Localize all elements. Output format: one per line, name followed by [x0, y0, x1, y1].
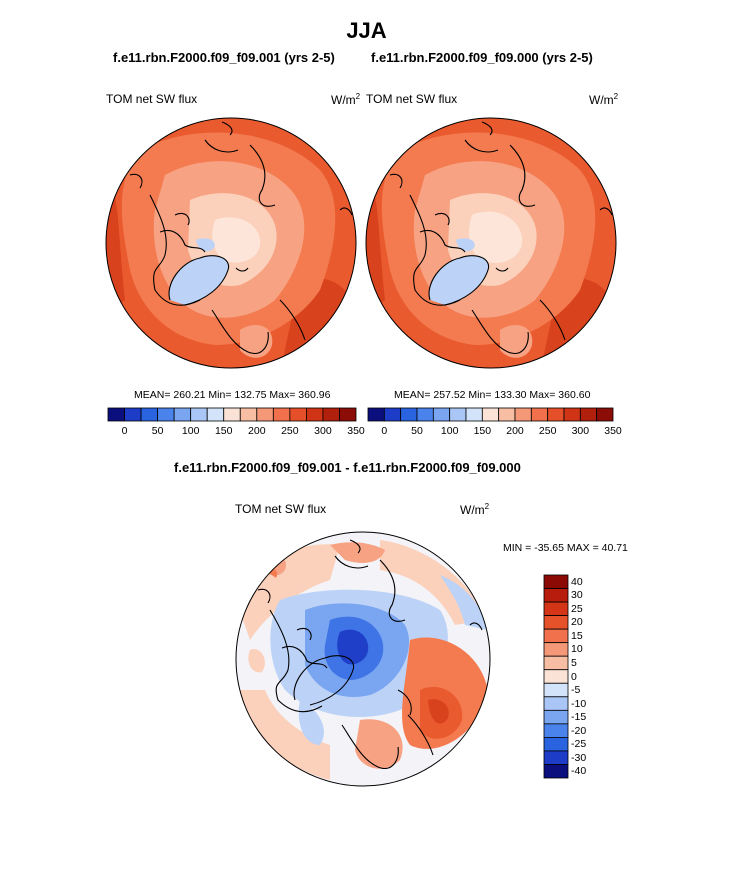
- right-colorbar-box: [432, 407, 451, 422]
- diff-colorbar-box: [543, 655, 569, 671]
- right-colorbar-box: [514, 407, 532, 422]
- right-colorbar-tick-label: 200: [506, 425, 524, 437]
- right-colorbar: [367, 407, 614, 422]
- right-colorbar-box: [367, 407, 385, 422]
- left-colorbar-tick-label: 200: [248, 425, 266, 437]
- diff-colorbar-box: [543, 696, 569, 711]
- left-colorbar-box: [107, 407, 125, 422]
- right-colorbar-box: [563, 407, 581, 422]
- diff-polar-map: [236, 532, 490, 786]
- left-colorbar-box: [339, 407, 357, 422]
- diff-colorbar-tick-label: 0: [571, 670, 577, 683]
- right-colorbar-tick-label: 50: [411, 425, 423, 437]
- diff-colorbar-tick-label: 25: [571, 602, 583, 615]
- left-colorbar-tick-label: 100: [181, 425, 200, 437]
- diff-colorbar-tick-label: 10: [571, 643, 583, 656]
- right-colorbar-box: [596, 407, 614, 422]
- left-units-label: W/m2: [331, 92, 361, 107]
- right-colorbar-box: [400, 407, 418, 422]
- right-colorbar-box: [547, 407, 565, 422]
- left-colorbar-box: [256, 407, 274, 422]
- left-colorbar-box: [157, 407, 175, 422]
- left-colorbar: [107, 407, 357, 422]
- diff-colorbar-box: [543, 628, 569, 644]
- diff-colorbar-tick-label: 40: [571, 575, 583, 588]
- right-colorbar-box: [465, 407, 483, 422]
- diff-colorbar-box: [543, 764, 569, 779]
- diff-colorbar-box: [543, 750, 569, 765]
- right-variable-label: TOM net SW flux: [366, 92, 458, 106]
- diff-colorbar-box: [543, 682, 569, 698]
- left-colorbar-box: [124, 407, 142, 422]
- diff-colorbar-box: [543, 723, 569, 738]
- left-colorbar-box: [289, 407, 307, 422]
- right-colorbar-tick-label: 0: [381, 425, 388, 437]
- left-colorbar-tick-label: 150: [214, 425, 233, 437]
- left-colorbar-box: [272, 407, 291, 422]
- left-variable-label: TOM net SW flux: [106, 92, 198, 106]
- diff-colorbar: [543, 574, 569, 779]
- diff-colorbar-tick-label: -30: [571, 751, 587, 764]
- right-colorbar-tick-label: 100: [440, 425, 459, 437]
- right-colorbar-tick-label: 350: [604, 425, 622, 437]
- left-colorbar-tick-label: 300: [314, 425, 332, 437]
- right-colorbar-box: [416, 407, 434, 422]
- left-colorbar-box: [206, 407, 225, 422]
- right-colorbar-box: [383, 407, 402, 422]
- diff-colorbar-box: [543, 642, 569, 657]
- diff-colorbar-box: [543, 709, 569, 725]
- left-colorbar-box: [322, 407, 340, 422]
- right-colorbar-tick-label: 150: [473, 425, 492, 437]
- left-polar-map: [106, 118, 356, 368]
- left-colorbar-box: [223, 407, 241, 422]
- left-colorbar-tick-label: 50: [151, 425, 164, 437]
- right-colorbar-box: [530, 407, 549, 422]
- left-colorbar-tick-label: 250: [281, 425, 299, 437]
- left-colorbar-box: [239, 407, 258, 422]
- diff-stats: MIN = -35.65 MAX = 40.71: [503, 542, 628, 554]
- figure-title: JJA: [346, 18, 387, 43]
- left-colorbar-box: [305, 407, 324, 422]
- diff-colorbar-tick-label: 30: [571, 589, 583, 602]
- left-colorbar-box: [140, 407, 158, 422]
- diff-colorbar-tick-label: -10: [571, 697, 587, 710]
- diff-colorbar-tick-label: -15: [571, 711, 587, 724]
- right-colorbar-tick-label: 300: [571, 425, 590, 437]
- diff-colorbar-box: [543, 737, 569, 752]
- diff-colorbar-tick-label: 15: [571, 629, 583, 642]
- diff-variable-label: TOM net SW flux: [235, 502, 327, 516]
- diff-colorbar-tick-label: -25: [571, 738, 587, 751]
- left-colorbar-box: [190, 407, 208, 422]
- left-colorbar-tick-label: 0: [121, 425, 128, 437]
- right-stats: MEAN= 257.52 Min= 133.30 Max= 360.60: [394, 389, 591, 401]
- diff-colorbar-tick-label: -20: [571, 724, 587, 737]
- left-case-title: f.e11.rbn.F2000.f09_f09.001 (yrs 2-5): [113, 50, 335, 65]
- diff-colorbar-box: [543, 588, 569, 603]
- left-stats: MEAN= 260.21 Min= 132.75 Max= 360.96: [134, 389, 331, 401]
- diff-colorbar-box: [543, 615, 569, 630]
- right-case-title: f.e11.rbn.F2000.f09_f09.000 (yrs 2-5): [371, 50, 593, 65]
- right-colorbar-box: [481, 407, 500, 422]
- right-polar-map: [366, 118, 616, 368]
- diff-case-title: f.e11.rbn.F2000.f09_f09.001 - f.e11.rbn.…: [174, 460, 521, 475]
- diff-colorbar-tick-label: -40: [571, 765, 587, 778]
- right-colorbar-box: [449, 407, 467, 422]
- right-colorbar-box: [579, 407, 598, 422]
- left-colorbar-box: [173, 407, 192, 422]
- diff-units-label: W/m2: [460, 502, 490, 517]
- right-units-label: W/m2: [589, 92, 619, 107]
- right-colorbar-box: [498, 407, 516, 422]
- diff-colorbar-tick-label: 20: [571, 616, 583, 629]
- left-colorbar-tick-label: 350: [347, 425, 365, 437]
- diff-colorbar-tick-label: -5: [571, 684, 581, 697]
- right-colorbar-tick-label: 250: [538, 425, 557, 437]
- diff-colorbar-tick-label: 5: [571, 656, 577, 669]
- diff-colorbar-box: [543, 669, 569, 684]
- diff-colorbar-box: [543, 574, 569, 589]
- diff-colorbar-box: [543, 601, 569, 616]
